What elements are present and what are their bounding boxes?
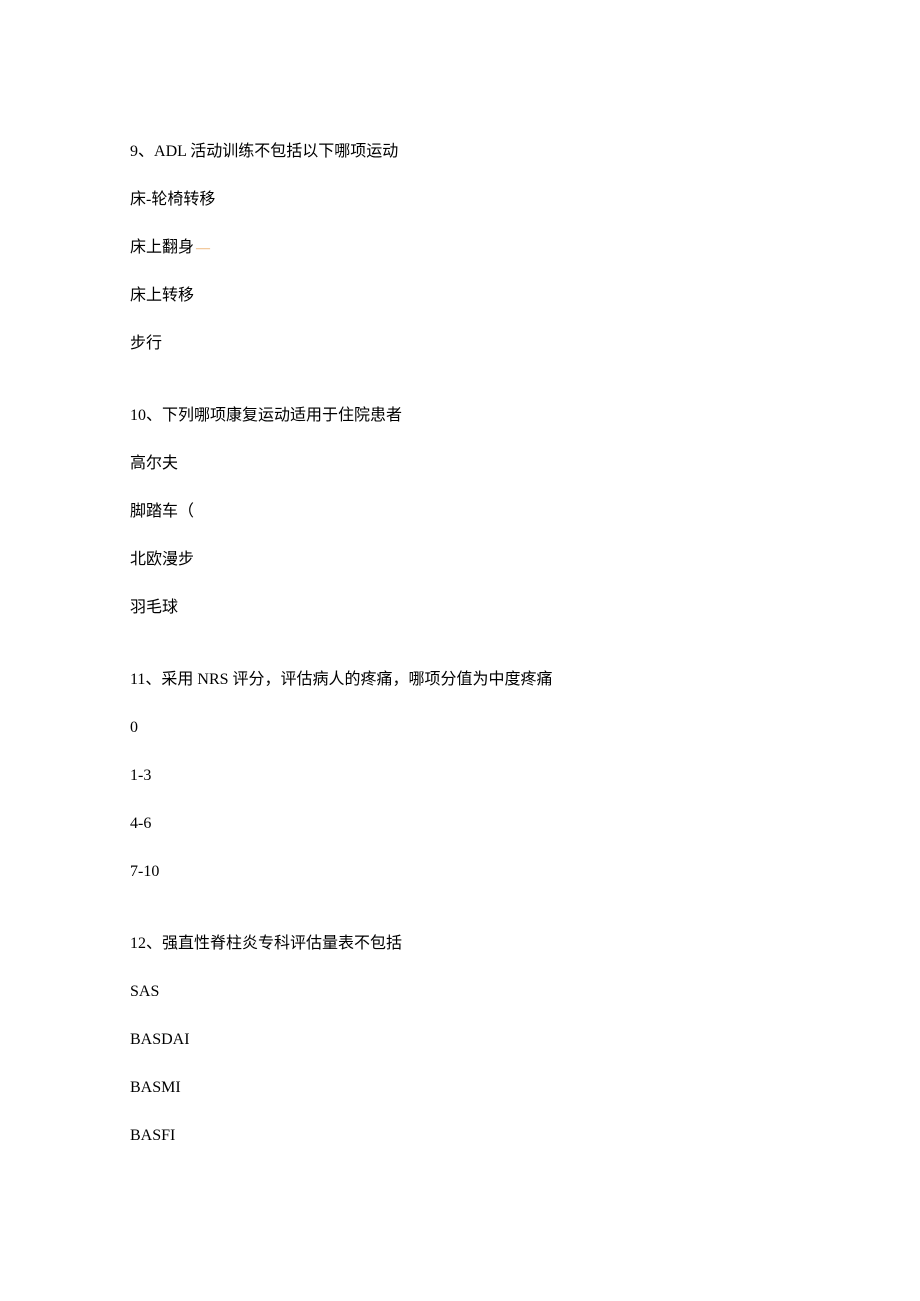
separator: 、 xyxy=(138,143,154,160)
question-block-11: 11、采用 NRS 评分，评估病人的疼痛，哪项分值为中度疼痛 0 1-3 4-6… xyxy=(130,668,790,884)
option: 7-10 xyxy=(130,860,790,884)
question-title: 11、采用 NRS 评分，评估病人的疼痛，哪项分值为中度疼痛 xyxy=(130,668,790,692)
option: 高尔夫 xyxy=(130,452,790,476)
option-text: 床-轮椅转移 xyxy=(130,191,215,208)
question-block-9: 9、ADL 活动训练不包括以下哪项运动 床-轮椅转移 床上翻身— 床上转移 步行 xyxy=(130,140,790,356)
question-text: 采用 NRS 评分，评估病人的疼痛，哪项分值为中度疼痛 xyxy=(161,671,552,688)
question-number: 12 xyxy=(130,935,146,952)
option: 床上转移 xyxy=(130,284,790,308)
option-text: 7-10 xyxy=(130,863,159,880)
question-text: ADL 活动训练不包括以下哪项运动 xyxy=(154,143,398,160)
option-text: 高尔夫 xyxy=(130,455,178,472)
question-text: 下列哪项康复运动适用于住院患者 xyxy=(162,407,402,424)
question-block-10: 10、下列哪项康复运动适用于住院患者 高尔夫 脚踏车（ 北欧漫步 羽毛球 xyxy=(130,404,790,620)
option-text: BASMI xyxy=(130,1079,181,1096)
option: 床上翻身— xyxy=(130,236,790,260)
question-number: 10 xyxy=(130,407,146,424)
question-number: 11 xyxy=(130,671,145,688)
option-text: 1-3 xyxy=(130,767,151,784)
option-text: BASDAI xyxy=(130,1031,190,1048)
option-text: 床上转移 xyxy=(130,287,194,304)
option: BASFI xyxy=(130,1124,790,1148)
option: 1-3 xyxy=(130,764,790,788)
option-text: 步行 xyxy=(130,335,162,352)
option: 床-轮椅转移 xyxy=(130,188,790,212)
question-block-12: 12、强直性脊柱炎专科评估量表不包括 SAS BASDAI BASMI BASF… xyxy=(130,932,790,1148)
option-text: BASFI xyxy=(130,1127,175,1144)
option: BASDAI xyxy=(130,1028,790,1052)
question-title: 10、下列哪项康复运动适用于住院患者 xyxy=(130,404,790,428)
option: BASMI xyxy=(130,1076,790,1100)
option-text: 床上翻身 xyxy=(130,239,194,256)
option-text: 4-6 xyxy=(130,815,151,832)
option: 北欧漫步 xyxy=(130,548,790,572)
option: SAS xyxy=(130,980,790,1004)
question-text: 强直性脊柱炎专科评估量表不包括 xyxy=(162,935,402,952)
option: 4-6 xyxy=(130,812,790,836)
option-text: 0 xyxy=(130,719,138,736)
question-title: 12、强直性脊柱炎专科评估量表不包括 xyxy=(130,932,790,956)
question-number: 9 xyxy=(130,143,138,160)
option: 步行 xyxy=(130,332,790,356)
option-text: 脚踏车（ xyxy=(130,503,194,520)
separator: 、 xyxy=(146,935,162,952)
option-text: 羽毛球 xyxy=(130,599,178,616)
option-mark: — xyxy=(196,241,210,256)
option-text: SAS xyxy=(130,983,159,1000)
option: 羽毛球 xyxy=(130,596,790,620)
separator: 、 xyxy=(146,407,162,424)
option: 0 xyxy=(130,716,790,740)
option: 脚踏车（ xyxy=(130,500,790,524)
question-title: 9、ADL 活动训练不包括以下哪项运动 xyxy=(130,140,790,164)
option-text: 北欧漫步 xyxy=(130,551,194,568)
separator: 、 xyxy=(145,671,161,688)
